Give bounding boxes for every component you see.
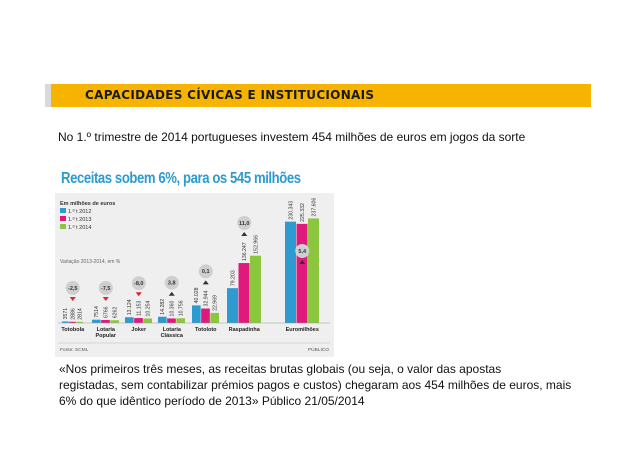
variation-badge [98,281,113,295]
data-label: 6262 [112,307,118,319]
data-label: 225.332 [300,203,306,222]
bar [285,221,296,323]
bar [92,319,101,323]
legend-label: 1.º t 2014 [68,224,91,231]
data-label: 2886 [70,308,76,320]
legend-swatch [60,208,66,213]
bar [296,223,308,323]
data-label: 79.203 [230,270,236,286]
up-arrow-icon [241,232,248,236]
up-arrow-icon [202,280,209,285]
down-arrow-icon [69,297,76,301]
variation-value: 0,1 [202,269,210,275]
variation-label: Variação 2013-2014, em % [60,259,121,265]
bar [134,318,143,323]
bar [192,305,201,323]
section-banner: CAPACIDADES CÍVICAS E INSTITUCIONAIS [45,84,591,107]
data-label: 14.282 [160,299,166,315]
category-label: Euromilhões [286,327,319,333]
bar [308,218,319,323]
variation-value: -2,5 [68,286,77,292]
legend-swatch [60,216,66,221]
bar [125,317,134,323]
bar [110,320,119,323]
data-label: 40.028 [194,287,200,303]
data-label: 237.606 [311,198,317,217]
category-label: Totobola [61,327,85,333]
variation-value: 3,8 [168,281,176,287]
data-label: 10.254 [145,301,151,317]
source-label: Fonte: SCML [60,347,89,353]
banner-accent [45,84,51,107]
newspaper-chart: Receitas sobem 6%, para os 545 milhões E… [55,167,334,357]
bar [227,288,238,323]
variation-badge [65,281,80,295]
data-label: 11.153 [136,300,142,316]
data-label: 2814 [77,308,83,320]
bar [201,308,210,323]
variation-value: -8,0 [134,281,143,287]
category-label: Joker [131,327,147,333]
bar [158,316,167,323]
data-label: 136.247 [242,242,248,261]
category-label: Clássica [161,333,184,339]
up-arrow-icon [299,260,306,264]
variation-badge [131,276,146,291]
legend-label: 1.º t 2012 [68,208,91,215]
quote-line-3: 6% do que idêntico período de 2013» Públ… [59,394,365,408]
bar [167,318,176,323]
down-arrow-icon [102,297,109,301]
credit-label: PÚBLICO [308,346,329,353]
quote-line-1: «Nos primeiros três meses, as receitas b… [59,362,502,376]
data-label: 230.343 [288,201,294,220]
variation-value: 11,0 [239,221,249,227]
slide-subtitle: No 1.º trimestre de 2014 portugueses inv… [58,130,526,144]
variation-value: -7,5 [101,286,110,292]
data-label: 22.969 [212,295,218,311]
category-label: Popular [96,333,117,339]
bar [210,312,219,323]
category-label: Lotaria [97,327,116,333]
variation-badge [164,275,179,290]
data-label: 6766 [103,306,109,318]
variation-badge [237,216,252,230]
data-label: 13.124 [127,299,133,315]
legend-swatch [60,224,66,229]
down-arrow-icon [135,292,142,297]
quote-line-2: registadas, sem contabilizar prémios pag… [59,378,572,392]
bar [76,321,83,323]
bar [143,318,152,323]
bar [69,321,76,323]
legend-label: 1.º t 2013 [68,216,91,223]
bar [250,255,261,323]
category-label: Lotaria [163,327,182,333]
chart-title: Receitas sobem 6%, para os 545 milhões [61,170,301,187]
unit-label: Em milhões de euros [60,201,115,207]
data-label: 152.966 [253,235,259,254]
variation-value: 5,4 [298,249,307,255]
category-label: Totoloto [195,327,217,333]
bar [176,318,185,323]
data-label: 7514 [94,306,100,318]
category-label: Raspadinha [229,327,261,333]
data-label: 10.756 [178,300,184,316]
data-label: 32.944 [203,291,209,307]
bar [101,320,110,323]
banner-title: CAPACIDADES CÍVICAS E INSTITUCIONAIS [85,88,375,102]
data-label: 3571 [63,308,69,320]
bar [238,263,250,323]
variation-badge [295,244,310,258]
quote-text: «Nos primeiros três meses, as receitas b… [59,361,599,409]
bar [62,321,69,323]
chart-headline-bar: Receitas sobem 6%, para os 545 milhões [55,167,334,193]
variation-badge [198,264,213,279]
data-label: 10.360 [169,300,175,316]
up-arrow-icon [168,291,175,296]
